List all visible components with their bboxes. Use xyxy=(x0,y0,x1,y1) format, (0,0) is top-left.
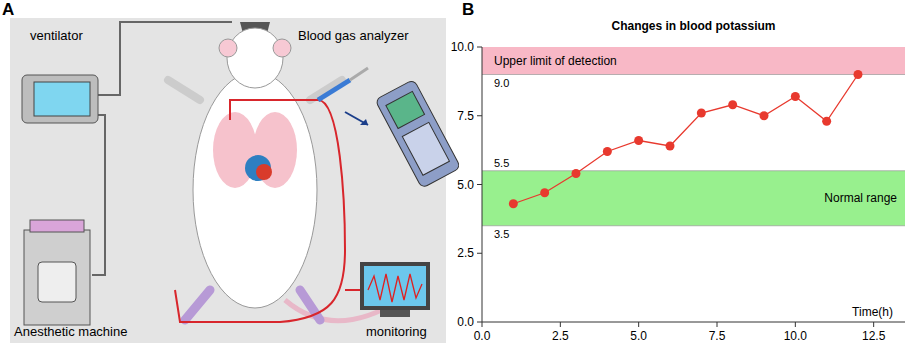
heart xyxy=(245,155,271,181)
x-tick-label: 10.0 xyxy=(784,329,808,343)
band-edge-label: 3.5 xyxy=(494,228,509,240)
rat-ear xyxy=(219,39,237,57)
lung xyxy=(253,112,297,188)
x-tick xyxy=(482,322,483,327)
point xyxy=(572,169,581,178)
x-tick xyxy=(638,322,639,327)
y-tick-label: 5.0 xyxy=(457,178,474,192)
band-edge xyxy=(482,170,905,171)
point xyxy=(540,188,549,197)
label: Anesthetic machine xyxy=(14,324,127,339)
point xyxy=(697,109,706,118)
y-tick xyxy=(477,184,482,185)
band-edge-label: 5.5 xyxy=(494,157,509,169)
artery-line xyxy=(230,100,318,120)
x-tick xyxy=(795,322,796,327)
arrow xyxy=(345,112,368,125)
ventilator-screen xyxy=(34,82,90,116)
point xyxy=(728,100,737,109)
panel-label: B xyxy=(462,0,474,19)
x-tick xyxy=(717,322,718,327)
point xyxy=(509,199,518,208)
y-tick xyxy=(477,322,482,323)
point xyxy=(634,136,643,145)
x-tick-label: 0.0 xyxy=(474,329,491,343)
band-edge xyxy=(482,225,905,226)
point xyxy=(822,117,831,126)
point xyxy=(666,142,675,151)
arrow-head xyxy=(360,119,368,125)
y-tick-label: 0.0 xyxy=(457,315,474,329)
x-axis xyxy=(482,322,905,323)
rat-feet xyxy=(185,290,320,320)
bands xyxy=(482,47,905,226)
label: Blood gas analyzer xyxy=(298,28,409,43)
label: ventilator xyxy=(30,28,83,43)
monitor xyxy=(360,262,430,310)
anesthetic-machine xyxy=(24,230,90,325)
panel-a: Aventilator Anesthetic machine Blood gas a… xyxy=(2,0,461,343)
panel-background xyxy=(10,18,446,343)
y-tick xyxy=(477,115,482,116)
x-tick-label: 5.0 xyxy=(630,329,647,343)
syringe-plunger xyxy=(350,68,368,80)
monitor-stand xyxy=(380,310,410,317)
x-tick xyxy=(560,322,561,327)
vent-tube xyxy=(98,22,232,95)
analyzer-body xyxy=(375,79,461,188)
heart xyxy=(256,164,272,180)
vaporizer xyxy=(38,262,76,302)
point xyxy=(854,70,863,79)
y-tick-label: 7.5 xyxy=(457,109,474,123)
label: monitoring xyxy=(366,324,427,339)
band-label: Normal range xyxy=(824,191,897,205)
x-axis-label: Time(h) xyxy=(852,305,893,319)
rat-body xyxy=(193,72,317,308)
rat-head xyxy=(227,28,283,88)
monitor-line xyxy=(175,100,345,322)
analyzer-keys xyxy=(402,122,449,175)
monitor-screen xyxy=(364,266,426,306)
syringe xyxy=(318,80,350,100)
point xyxy=(603,147,612,156)
y-tick xyxy=(477,47,482,48)
data xyxy=(509,70,863,208)
band xyxy=(482,47,905,75)
y-tick-label: 10.0 xyxy=(451,40,475,54)
anesthetic-tube xyxy=(92,115,105,275)
ecg-trace xyxy=(368,274,422,302)
series-line xyxy=(513,75,858,204)
monitor-line xyxy=(345,289,360,291)
figure: Aventilator Anesthetic machine Blood gas a… xyxy=(0,0,913,348)
analyzer xyxy=(375,79,461,188)
x-tick-label: 7.5 xyxy=(709,329,726,343)
point xyxy=(760,111,769,120)
band-label: Upper limit of detection xyxy=(494,54,617,68)
ventilator xyxy=(22,75,98,123)
chart-title: Changes in blood potassium xyxy=(611,19,775,33)
x-tick-label: 12.5 xyxy=(862,329,886,343)
analyzer-screen xyxy=(386,91,425,128)
rat-arms xyxy=(168,80,342,100)
y-tick-label: 2.5 xyxy=(457,246,474,260)
rat-ear xyxy=(273,39,291,57)
band-edge xyxy=(482,74,905,75)
y-tick xyxy=(477,253,482,254)
band-edge-label: 9.0 xyxy=(494,77,509,89)
point xyxy=(791,92,800,101)
panel-label: A xyxy=(2,0,14,19)
x-tick xyxy=(873,322,874,327)
anesthetic-lid xyxy=(30,220,84,232)
x-tick-label: 2.5 xyxy=(552,329,569,343)
band xyxy=(482,171,905,226)
